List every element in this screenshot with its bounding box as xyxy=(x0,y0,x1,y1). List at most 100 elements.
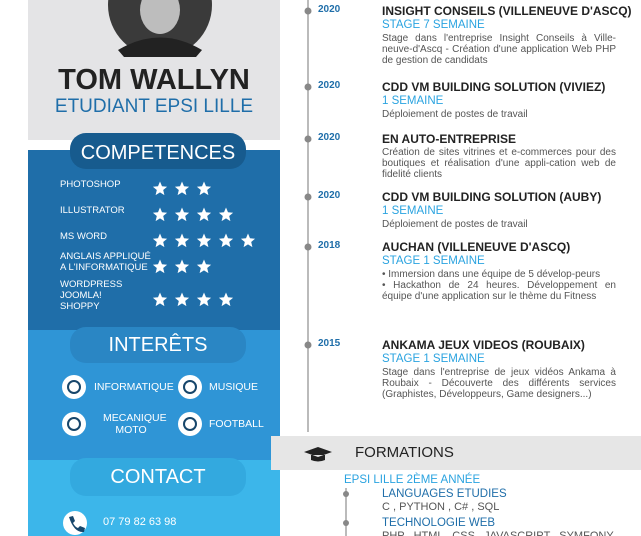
interest-icon xyxy=(178,412,202,436)
job-description: Création de sites vitrines et e-commerce… xyxy=(382,147,616,180)
star xyxy=(152,292,168,307)
interest-icon xyxy=(62,412,86,436)
section-title: COMPETENCES xyxy=(80,142,236,164)
star-rating xyxy=(152,207,234,222)
star xyxy=(196,207,212,222)
job-title: ANKAMA JEUX VIDEOS (ROUBAIX) xyxy=(382,338,585,352)
interest-glyph xyxy=(183,417,197,431)
star xyxy=(218,233,234,248)
year: 2020 xyxy=(318,80,341,91)
interest-icon xyxy=(62,375,86,399)
interest-label: MOTO xyxy=(115,424,147,436)
skill-label: JOOMLA! xyxy=(60,289,102,301)
interests-tab xyxy=(70,327,246,363)
job-subtitle: STAGE 7 SEMAINE xyxy=(382,19,485,31)
section-title: FORMATIONS xyxy=(355,444,454,461)
photo-shirt xyxy=(118,37,202,57)
timeline-dot xyxy=(304,193,312,201)
subtitle: ETUDIANT EPSI LILLE xyxy=(54,96,254,117)
phone-glyph xyxy=(69,516,85,533)
interest-label: INFORMATIQUE xyxy=(94,381,174,393)
interest-label: MUSIQUE xyxy=(209,381,259,393)
job-description: Stage dans l'entreprise de jeux vidéos A… xyxy=(382,367,616,400)
graduation-icon xyxy=(304,447,332,462)
timeline-dot xyxy=(343,491,349,497)
formations-bar xyxy=(271,436,641,470)
formation-title: LANGUAGES ETUDIES xyxy=(382,488,507,500)
star-rating xyxy=(152,292,234,307)
year: 2018 xyxy=(318,240,341,251)
year: 2020 xyxy=(318,4,341,15)
job-subtitle: 1 SEMAINE xyxy=(382,205,444,217)
skill-label: PHOTOSHOP xyxy=(60,178,121,190)
star xyxy=(240,233,256,248)
year: 2020 xyxy=(318,190,341,201)
job-description: Déploiement de postes de travail xyxy=(382,109,528,120)
formation-text: C , PYTHON , C# , SQL xyxy=(382,501,500,513)
skill-label: A L'INFORMATIQUE xyxy=(60,262,148,273)
interest-glyph xyxy=(67,380,81,394)
timeline-dot xyxy=(304,243,312,251)
star-rating xyxy=(152,181,212,196)
star xyxy=(218,292,234,307)
job-subtitle: 1 SEMAINE xyxy=(382,95,444,107)
interest-label: MECANIQUE xyxy=(103,412,167,424)
job-title: EN AUTO-ENTREPRISE xyxy=(382,132,517,146)
timeline-dot xyxy=(304,7,312,15)
job-subtitle: STAGE 1 SEMAINE xyxy=(382,255,485,267)
star xyxy=(152,181,168,196)
job-description: Stage dans l'entreprise Insight Conseils… xyxy=(382,33,616,66)
photo-face xyxy=(140,0,180,34)
timeline-dot xyxy=(304,135,312,143)
star xyxy=(152,207,168,222)
skill-label: ANGLAIS APPLIQUÉ xyxy=(60,251,151,262)
star xyxy=(174,207,190,222)
formation-title: TECHNOLOGIE WEB xyxy=(382,517,496,529)
section-title: INTERÊTS xyxy=(108,334,208,356)
timeline-dot xyxy=(304,83,312,91)
timeline-dot xyxy=(304,341,312,349)
interest-icon xyxy=(178,375,202,399)
job-title: AUCHAN (VILLENEUVE D'ASCQ) xyxy=(382,240,571,254)
timeline-dot xyxy=(343,520,349,526)
job-description: • Immersion dans une équipe de 5 dévelop… xyxy=(382,269,601,280)
skill-label: MS WORD xyxy=(60,230,107,242)
job-description: Déploiement de postes de travail xyxy=(382,219,528,230)
star xyxy=(196,233,212,248)
star xyxy=(174,292,190,307)
job-title: INSIGHT CONSEILS (VILLENEUVE D'ASCQ) xyxy=(382,4,632,18)
year: 2015 xyxy=(318,338,341,349)
formation-text: PHP , HTML , CSS , JAVASCRIPT , SYMFONY xyxy=(382,530,614,536)
skills-tab xyxy=(70,133,246,169)
star xyxy=(218,207,234,222)
star xyxy=(196,259,212,274)
interest-glyph xyxy=(67,417,81,431)
star xyxy=(152,233,168,248)
interest-label: FOOTBALL xyxy=(209,418,264,430)
star xyxy=(152,259,168,274)
job-subtitle: STAGE 1 SEMAINE xyxy=(382,353,485,365)
star-rating xyxy=(152,233,256,248)
skill-label: ILLUSTRATOR xyxy=(60,204,125,216)
star xyxy=(196,292,212,307)
school: EPSI LILLE 2ÈME ANNÉE xyxy=(344,474,481,486)
skills-panel xyxy=(28,150,280,330)
star-rating xyxy=(152,259,212,274)
job-title: CDD VM BUILDING SOLUTION (AUBY) xyxy=(382,190,602,204)
skill-label: WORDPRESS xyxy=(60,278,123,290)
star xyxy=(174,181,190,196)
interest-glyph xyxy=(183,380,197,394)
star xyxy=(174,259,190,274)
name: TOM WALLYN xyxy=(58,64,250,96)
star xyxy=(174,233,190,248)
section-title: CONTACT xyxy=(110,466,206,488)
job-description: • Hackathon de 24 heures. Développement … xyxy=(382,280,616,302)
contact-tab xyxy=(70,458,246,496)
star xyxy=(196,181,212,196)
year: 2020 xyxy=(318,132,341,143)
skill-label: SHOPPY xyxy=(60,300,100,312)
job-title: CDD VM BUILDING SOLUTION (VIVIEZ) xyxy=(382,80,606,94)
phone: 07 79 82 63 98 xyxy=(103,516,177,528)
